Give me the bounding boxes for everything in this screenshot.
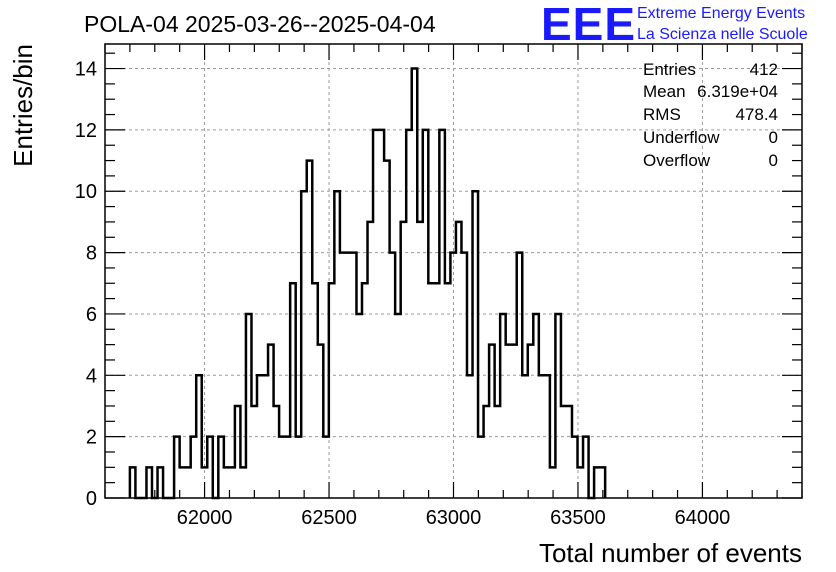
- logo-mark: EEE: [541, 0, 636, 50]
- x-tick-label: 63500: [550, 507, 606, 529]
- histogram-outline: [128, 67, 607, 500]
- x-tick-label: 63000: [426, 507, 482, 529]
- chart-title: POLA-04 2025-03-26--2025-04-04: [84, 11, 436, 37]
- y-tick-label: 6: [86, 304, 97, 326]
- logo-line2: La Scienza nelle Scuole: [637, 26, 808, 43]
- stat-overflow-value: 0: [769, 151, 778, 170]
- y-tick-label: 2: [86, 427, 97, 449]
- stat-rms-label: RMS: [643, 105, 681, 124]
- tick-labels: 62000 62500 63000 63500 64000 0 2 4 6 8 10 12 14: [75, 59, 730, 529]
- stat-overflow-label: Overflow: [643, 151, 711, 170]
- y-tick-label: 4: [86, 365, 97, 387]
- stat-rms-value: 478.4: [735, 105, 778, 124]
- x-axis-title: Total number of events: [539, 538, 802, 568]
- logo-line1: Extreme Energy Events: [637, 5, 805, 22]
- grid: [105, 44, 802, 498]
- axis-ticks: [104, 44, 803, 499]
- y-axis-title: Entries/bin: [8, 44, 38, 167]
- x-tick-label: 62000: [177, 507, 233, 529]
- stat-entries-value: 412: [750, 60, 778, 79]
- x-tick-label: 64000: [675, 507, 731, 529]
- stat-mean-label: Mean: [643, 82, 686, 101]
- stats-box: Entries 412 Mean 6.319e+04 RMS 478.4 Und…: [643, 60, 778, 170]
- stat-underflow-value: 0: [769, 128, 778, 147]
- y-tick-label: 8: [86, 243, 97, 265]
- eee-logo: EEE Extreme Energy Events La Scienza nel…: [541, 0, 808, 50]
- y-tick-label: 12: [75, 120, 97, 142]
- y-tick-label: 10: [75, 181, 97, 203]
- x-tick-label: 62500: [301, 507, 357, 529]
- stat-mean-value: 6.319e+04: [697, 82, 778, 101]
- stat-entries-label: Entries: [643, 60, 696, 79]
- y-tick-label: 14: [75, 59, 97, 81]
- y-tick-label: 0: [86, 488, 97, 510]
- stat-underflow-label: Underflow: [643, 128, 720, 147]
